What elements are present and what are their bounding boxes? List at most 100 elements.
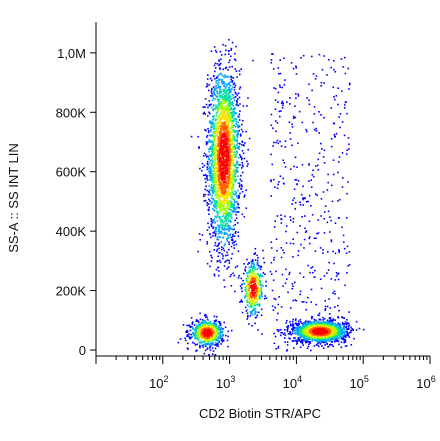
event-dot xyxy=(210,148,213,150)
event-dot xyxy=(241,290,243,293)
event-dot xyxy=(227,219,230,221)
event-dot xyxy=(337,103,339,106)
event-dot xyxy=(218,153,221,156)
event-dot xyxy=(220,94,223,97)
event-dot xyxy=(307,320,310,323)
event-dot xyxy=(215,344,218,347)
event-dot xyxy=(235,211,237,214)
event-dot xyxy=(294,299,297,301)
event-dot xyxy=(243,263,245,265)
event-dot xyxy=(220,241,223,243)
event-dot xyxy=(211,335,213,338)
event-dot xyxy=(212,121,214,124)
event-dot xyxy=(305,338,308,340)
event-dot xyxy=(215,343,218,345)
event-dot xyxy=(311,317,313,320)
event-dot xyxy=(295,327,298,330)
event-dot xyxy=(214,180,216,182)
event-dot xyxy=(355,329,358,331)
event-dot xyxy=(220,193,223,196)
event-dot xyxy=(238,88,241,90)
event-dot xyxy=(289,219,292,221)
event-dot xyxy=(247,97,249,99)
event-dot xyxy=(254,279,256,281)
event-dot xyxy=(310,205,312,207)
event-dot xyxy=(212,104,215,106)
event-dot xyxy=(224,207,227,210)
event-dot xyxy=(285,230,287,233)
event-dot xyxy=(280,110,282,112)
event-dot xyxy=(216,161,218,164)
event-dot xyxy=(228,143,231,145)
event-dot xyxy=(249,310,252,313)
event-dot xyxy=(324,344,326,346)
event-dot xyxy=(213,151,215,154)
event-dot xyxy=(310,301,312,303)
event-dot xyxy=(225,114,227,116)
event-dot xyxy=(235,138,238,141)
event-dot xyxy=(221,95,224,98)
event-dot xyxy=(225,133,227,136)
event-dot xyxy=(209,121,212,124)
event-dot xyxy=(206,262,209,265)
event-dot xyxy=(289,138,292,140)
event-dot xyxy=(298,329,301,332)
event-dot xyxy=(221,196,223,198)
event-dot xyxy=(207,193,210,196)
event-dot xyxy=(215,181,217,183)
event-dot xyxy=(335,132,338,135)
event-dot xyxy=(318,53,321,56)
event-dot xyxy=(290,324,292,327)
event-dot xyxy=(188,336,191,339)
event-dot xyxy=(228,131,230,133)
event-dot xyxy=(227,181,230,183)
event-dot xyxy=(332,250,334,253)
event-dot xyxy=(211,337,214,340)
event-dot xyxy=(224,228,227,230)
event-dot xyxy=(287,325,289,327)
event-dot xyxy=(217,211,220,213)
event-dot xyxy=(293,188,296,191)
event-dot xyxy=(280,328,282,331)
event-dot xyxy=(306,327,309,330)
event-dot xyxy=(250,271,252,273)
event-dot xyxy=(253,253,255,255)
event-dot xyxy=(327,337,329,340)
event-dot xyxy=(219,85,222,88)
event-dot xyxy=(327,322,329,325)
event-dot xyxy=(348,322,350,325)
event-dot xyxy=(274,108,277,110)
event-dot xyxy=(215,332,218,335)
event-dot xyxy=(233,145,236,148)
event-dot xyxy=(317,219,320,221)
event-dot xyxy=(229,145,232,148)
event-dot xyxy=(217,224,219,227)
event-dot xyxy=(226,103,229,105)
event-dot xyxy=(276,329,279,331)
event-dot xyxy=(303,238,306,241)
event-dot xyxy=(314,269,316,272)
event-dot xyxy=(256,293,259,296)
event-dot xyxy=(228,156,231,159)
event-dot xyxy=(227,182,229,184)
event-dot xyxy=(320,198,323,200)
event-dot xyxy=(250,300,253,302)
event-dot xyxy=(219,232,222,235)
event-dot xyxy=(248,323,250,325)
event-dot xyxy=(334,335,336,338)
event-dot xyxy=(250,266,253,269)
event-dot xyxy=(358,327,361,330)
event-dot xyxy=(224,53,227,56)
event-dot xyxy=(226,97,229,100)
event-dot xyxy=(343,332,345,334)
event-dot xyxy=(251,302,253,305)
event-dot xyxy=(203,336,205,338)
event-dot xyxy=(226,183,229,185)
event-dot xyxy=(215,233,217,235)
event-dot xyxy=(280,218,283,221)
event-dot xyxy=(227,89,230,91)
event-dot xyxy=(297,142,299,145)
event-dot xyxy=(260,288,263,290)
event-dot xyxy=(308,220,311,223)
event-dot xyxy=(211,146,214,148)
